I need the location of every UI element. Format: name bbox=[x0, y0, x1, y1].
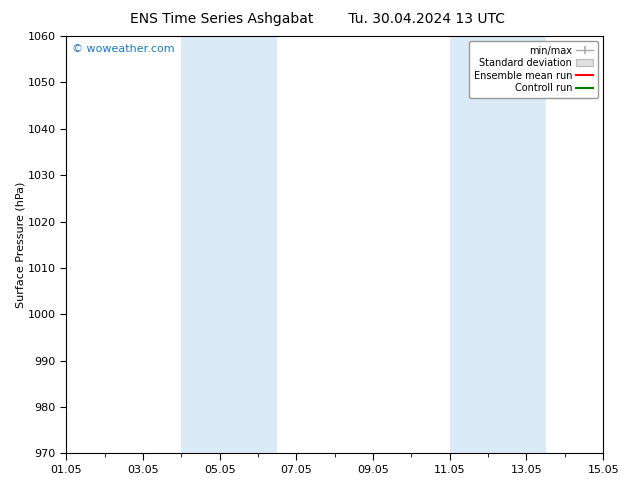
Y-axis label: Surface Pressure (hPa): Surface Pressure (hPa) bbox=[15, 181, 25, 308]
Bar bbox=[450, 36, 488, 453]
Bar bbox=[488, 36, 546, 453]
Text: © woweather.com: © woweather.com bbox=[72, 45, 174, 54]
Text: ENS Time Series Ashgabat        Tu. 30.04.2024 13 UTC: ENS Time Series Ashgabat Tu. 30.04.2024 … bbox=[129, 12, 505, 26]
Bar bbox=[181, 36, 220, 453]
Legend: min/max, Standard deviation, Ensemble mean run, Controll run: min/max, Standard deviation, Ensemble me… bbox=[469, 41, 598, 98]
Bar bbox=[220, 36, 277, 453]
